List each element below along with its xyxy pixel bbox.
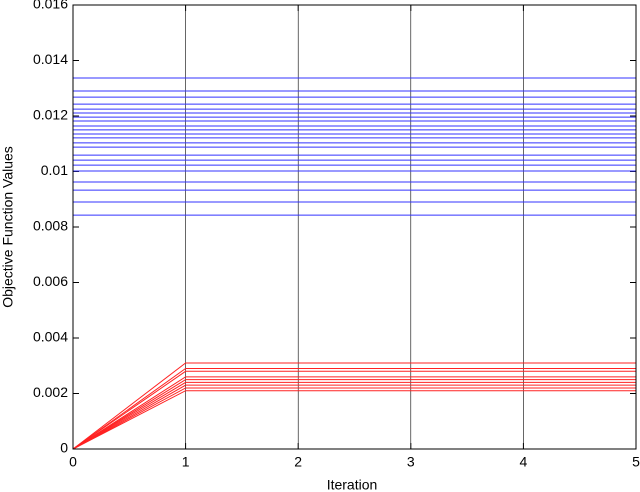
x-tick-label: 2 xyxy=(294,454,302,470)
plot-area xyxy=(73,5,636,449)
x-axis-label: Iteration xyxy=(327,477,378,492)
x-tick-label: 3 xyxy=(407,454,415,470)
series-line xyxy=(72,370,636,450)
x-tick-label: 5 xyxy=(632,454,640,470)
y-tick-label: 0.016 xyxy=(33,0,68,12)
y-tick-label: 0 xyxy=(60,440,68,456)
y-tick-label: 0.004 xyxy=(33,329,68,345)
series-line xyxy=(72,376,636,450)
y-tick-label: 0.012 xyxy=(33,107,68,123)
series-line xyxy=(72,379,636,450)
series-line xyxy=(72,381,636,450)
series-line xyxy=(72,368,636,450)
y-tick-label: 0.01 xyxy=(41,162,68,178)
y-tick-label: 0.008 xyxy=(33,218,68,234)
series-line xyxy=(72,387,636,450)
x-tick-label: 0 xyxy=(69,454,77,470)
x-tick-label: 4 xyxy=(520,454,528,470)
series-line xyxy=(72,384,636,450)
x-tick-label: 1 xyxy=(182,454,190,470)
axes-box xyxy=(72,4,637,450)
series-line xyxy=(72,362,636,450)
y-tick-label: 0.014 xyxy=(33,51,68,67)
y-tick-label: 0.006 xyxy=(33,273,68,289)
series-line xyxy=(72,390,636,450)
y-axis-label: Objective Function Values xyxy=(0,146,16,308)
y-tick-label: 0.002 xyxy=(33,384,68,400)
